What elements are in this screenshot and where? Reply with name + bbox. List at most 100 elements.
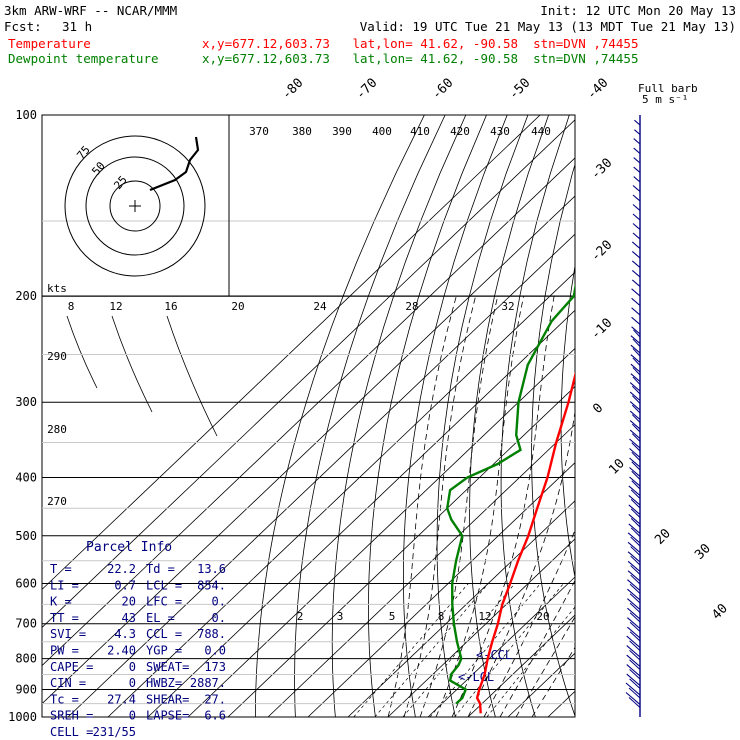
wind-barb	[629, 668, 641, 680]
hodograph-trace	[149, 136, 200, 192]
isotherm-label: 10	[606, 456, 628, 478]
parcel-value: 2.40	[107, 644, 136, 658]
wind-barb	[632, 232, 641, 240]
wind-barb	[632, 185, 641, 192]
wind-barb	[630, 527, 641, 537]
wind-barb	[629, 448, 641, 458]
wind-barb	[632, 376, 641, 385]
wind-barb	[629, 391, 641, 401]
forecast-hour: 31 h	[62, 19, 93, 34]
speed-label: 28	[405, 300, 418, 313]
theta-left-label: 290	[47, 350, 67, 363]
isotherm-line	[187, 347, 575, 718]
wind-barb	[631, 385, 641, 395]
theta-label: 380	[292, 125, 312, 138]
wind-barb	[629, 438, 641, 449]
hodograph-ring	[64, 135, 206, 277]
parcel-key: T =	[50, 562, 72, 576]
dry-adiabat-line	[469, 115, 549, 718]
parcel-value: 0	[129, 660, 136, 674]
speed-arc	[66, 315, 98, 389]
mixing-ratio-line	[353, 583, 469, 718]
speed-label: 8	[68, 300, 75, 313]
mixing-ratio-line	[374, 583, 489, 718]
wind-barb	[630, 373, 641, 382]
wind-barb	[629, 476, 641, 487]
wind-barb	[629, 659, 641, 670]
isotherm-line	[387, 538, 575, 718]
parcel-key: Tc =	[50, 692, 79, 706]
isotherm-label: 20	[652, 526, 674, 548]
wind-barb	[631, 423, 641, 433]
parcel-value: 0.0	[204, 644, 226, 658]
wind-barb	[629, 420, 641, 430]
wind-barb	[630, 344, 641, 354]
parcel-key: CELL =	[50, 725, 93, 739]
pressure-label: 300	[15, 395, 37, 409]
wind-barb	[630, 518, 641, 528]
parcel-value: 4.3	[114, 627, 136, 641]
mixing-ratio-label: 2	[297, 610, 304, 623]
parcel-value: 6.6	[204, 709, 226, 723]
wind-barb	[627, 617, 641, 629]
wind-barb	[631, 414, 641, 423]
parcel-value: 20	[122, 595, 136, 609]
parcel-key: TT =	[50, 611, 79, 625]
parcel-info-title: Parcel Info	[86, 540, 172, 555]
wind-barb	[629, 429, 641, 439]
parcel-value: 0	[129, 676, 136, 690]
isotherm-line	[427, 576, 575, 718]
wind-barb	[628, 504, 641, 515]
pressure-label: 100	[15, 108, 37, 122]
dry-adiabat-line	[331, 115, 467, 718]
parcel-value: 2887.	[190, 676, 226, 690]
moist-adiabat-line	[483, 529, 575, 718]
wind-barb	[633, 166, 641, 173]
mixing-ratio-label: 8	[438, 610, 445, 623]
wind-barb	[628, 523, 641, 534]
speed-label: 24	[313, 300, 327, 313]
isotherm-label: 0	[590, 401, 606, 417]
wind-barb	[627, 579, 641, 591]
dry-adiabat-line	[531, 163, 575, 718]
wind-barb	[630, 499, 641, 509]
wind-barb	[631, 316, 641, 325]
moist-adiabat-line	[419, 296, 499, 718]
speed-label: 16	[164, 300, 177, 313]
speed-arc	[111, 315, 153, 413]
wind-barb	[631, 269, 641, 278]
parcel-key: PW =	[50, 644, 79, 658]
hodograph-units: kts	[47, 282, 67, 295]
dry-adiabat-line	[500, 115, 570, 718]
theta-label: 400	[372, 125, 392, 138]
isotherm-line	[467, 614, 575, 718]
speed-label: 12	[109, 300, 122, 313]
wind-barb	[629, 410, 641, 420]
isotherm-line	[267, 424, 575, 718]
wind-barb	[629, 457, 641, 468]
wind-barbs	[625, 115, 641, 717]
wind-barb	[629, 401, 641, 411]
parcel-value: 854.	[197, 578, 226, 592]
dry-adiabat-line	[436, 115, 529, 718]
wind-barb	[629, 649, 641, 661]
wind-barb	[630, 354, 641, 363]
mixing-ratio-label: 5	[389, 610, 396, 623]
mixing-ratio-label: 3	[337, 610, 344, 623]
dry-adiabat-line	[255, 115, 425, 718]
wind-barb	[628, 697, 641, 708]
wind-barb	[633, 157, 641, 164]
isotherm-line	[107, 271, 575, 718]
isotherm-label: -10	[588, 316, 615, 343]
isotherm-label: -80	[279, 76, 306, 103]
parcel-value: 13.6	[197, 562, 226, 576]
parcel-value: 43	[122, 611, 136, 625]
wind-barb	[628, 485, 641, 496]
parcel-key: CIN =	[50, 676, 86, 690]
isotherm-line	[307, 462, 575, 718]
speed-arc	[166, 315, 218, 437]
dry-adiabat-line	[560, 263, 575, 580]
wind-barb	[634, 119, 641, 126]
isotherm-label: -30	[588, 156, 615, 183]
parcel-key: YGP =	[146, 644, 182, 658]
